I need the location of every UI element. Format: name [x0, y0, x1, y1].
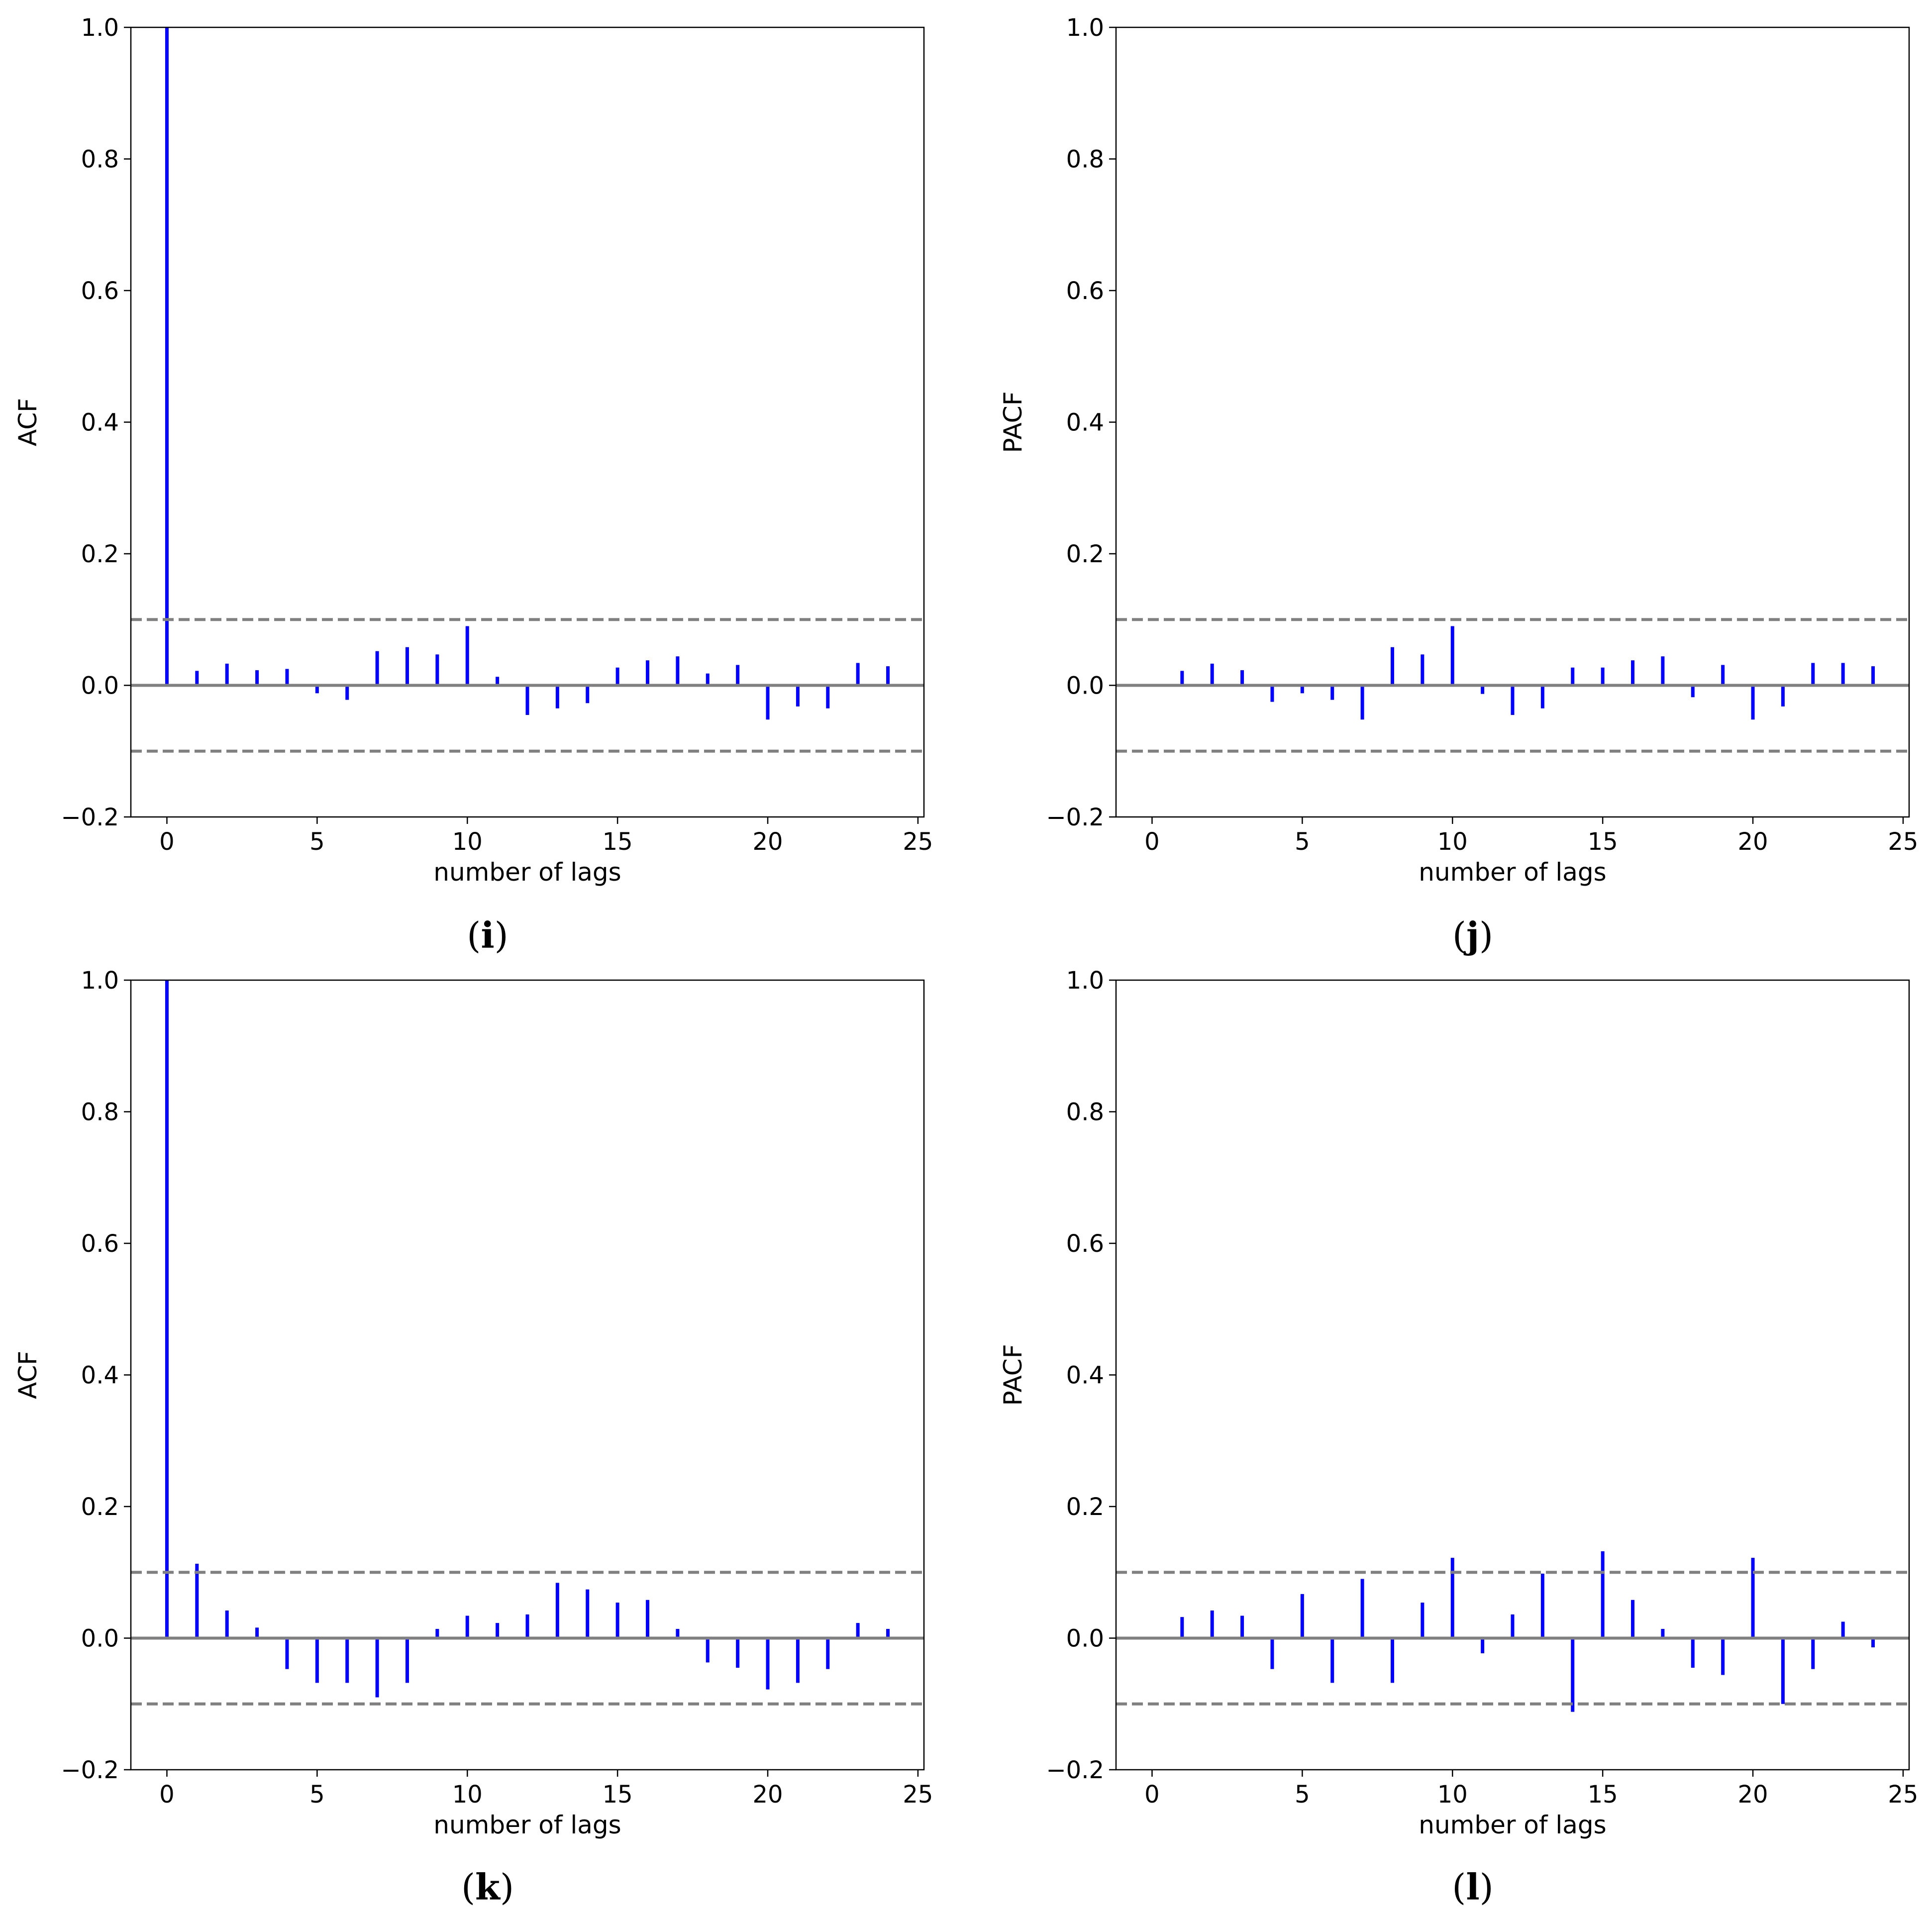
y-tick-label: 0.8 [1066, 1099, 1104, 1126]
x-tick-label: 5 [1295, 828, 1310, 856]
x-tick-label: 10 [1437, 828, 1468, 856]
x-tick-label: 5 [309, 828, 325, 856]
panel-label: (i) [467, 914, 508, 956]
y-tick-label: −0.2 [1046, 1756, 1104, 1784]
y-tick-label: 0.4 [81, 1362, 119, 1390]
y-tick-label: 0.8 [81, 1099, 119, 1126]
y-tick-label: 0.6 [81, 277, 119, 305]
y-tick-label: 0.8 [1066, 146, 1104, 174]
panel-label-letter: l [1466, 1866, 1479, 1908]
y-tick-label: 0.0 [1066, 1625, 1104, 1653]
x-tick-label: 20 [1737, 1781, 1768, 1809]
y-axis-label: PACF [999, 1344, 1027, 1406]
y-tick-label: 0.2 [1066, 1493, 1104, 1521]
panel-label: (l) [1452, 1866, 1494, 1908]
x-tick-label: 10 [452, 828, 483, 856]
y-tick-label: −0.2 [61, 1756, 119, 1784]
x-tick-label: 0 [159, 828, 175, 856]
y-tick-label: −0.2 [61, 804, 119, 831]
y-tick-label: 0.2 [81, 540, 119, 568]
x-tick-label: 15 [1588, 828, 1618, 856]
panel-label: (k) [461, 1866, 514, 1908]
y-tick-label: 0.6 [1066, 1230, 1104, 1258]
x-tick-label: 0 [1144, 1781, 1160, 1809]
y-tick-label: 0.6 [81, 1230, 119, 1258]
y-tick-label: 0.2 [81, 1493, 119, 1521]
y-tick-label: 0.4 [81, 409, 119, 437]
x-tick-label: 25 [903, 828, 933, 856]
x-tick-label: 15 [1588, 1781, 1618, 1809]
panel-j: 0 5 10 15 20 25 −0.2 0.0 0.2 0.4 0.6 0.8 1.0 number o… [999, 14, 1918, 956]
y-tick-label: 0.0 [1066, 672, 1104, 700]
panel-label-letter: j [1463, 914, 1479, 956]
x-tick-label: 15 [603, 1781, 633, 1809]
panel-k: 0 5 10 15 20 25 −0.2 0.0 0.2 0.4 0.6 0.8 1.0 number o… [13, 967, 933, 1908]
y-tick-label: 0.4 [1066, 1362, 1104, 1390]
x-tick-label: 25 [1888, 1781, 1918, 1809]
y-tick-label: 0.0 [81, 672, 119, 700]
x-axis-label: number of lags [1419, 858, 1606, 887]
y-tick-label: 1.0 [81, 14, 119, 42]
x-tick-label: 5 [309, 1781, 325, 1809]
panel-i: 0 5 10 15 20 25 −0.2 0.0 0.2 0.4 0.6 0.8 1.0 number o… [13, 14, 933, 956]
y-tick-label: 1.0 [1066, 14, 1104, 42]
x-tick-label: 10 [452, 1781, 483, 1809]
y-axis-label: ACF [13, 1351, 42, 1399]
x-tick-label: 20 [752, 1781, 783, 1809]
y-tick-label: 0.2 [1066, 540, 1104, 568]
x-tick-label: 20 [1737, 828, 1768, 856]
y-tick-label: 1.0 [81, 967, 119, 995]
y-tick-label: 0.4 [1066, 409, 1104, 437]
panel-l: 0 5 10 15 20 25 −0.2 0.0 0.2 0.4 0.6 0.8 1.0 number o… [999, 967, 1918, 1908]
y-tick-label: −0.2 [1046, 804, 1104, 831]
x-tick-label: 20 [752, 828, 783, 856]
x-tick-label: 5 [1295, 1781, 1310, 1809]
x-tick-label: 25 [903, 1781, 933, 1809]
x-axis-label: number of lags [433, 1811, 621, 1839]
y-tick-label: 0.0 [81, 1625, 119, 1653]
panel-label-letter: i [481, 914, 494, 956]
x-axis-label: number of lags [433, 858, 621, 887]
x-tick-label: 0 [1144, 828, 1160, 856]
x-tick-label: 10 [1437, 1781, 1468, 1809]
y-tick-label: 0.8 [81, 146, 119, 174]
x-tick-label: 15 [603, 828, 633, 856]
y-axis-label: ACF [13, 398, 42, 446]
y-tick-label: 0.6 [1066, 277, 1104, 305]
x-axis-label: number of lags [1419, 1811, 1606, 1839]
panel-label: (j) [1452, 914, 1493, 956]
panel-label-letter: k [475, 1866, 501, 1908]
x-tick-label: 0 [159, 1781, 175, 1809]
y-axis-label: PACF [999, 392, 1027, 453]
x-tick-label: 25 [1888, 828, 1918, 856]
y-tick-label: 1.0 [1066, 967, 1104, 995]
